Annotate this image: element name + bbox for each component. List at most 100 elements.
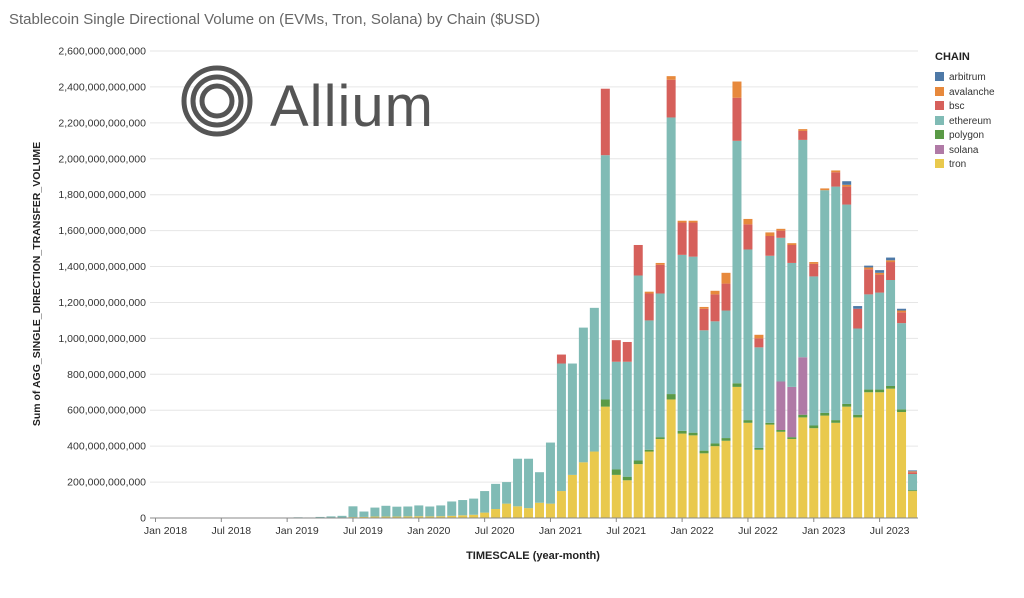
bar-segment-tron[interactable] — [633, 464, 643, 518]
bar-segment-bsc[interactable] — [633, 244, 643, 276]
bar-segment-tron[interactable] — [897, 412, 907, 518]
bar-segment-ethereum[interactable] — [622, 361, 632, 477]
bar-segment-tron[interactable] — [447, 515, 457, 518]
bar-segment-ethereum[interactable] — [502, 482, 512, 504]
bar-segment-bsc[interactable] — [875, 274, 885, 293]
bar-segment-ethereum[interactable] — [348, 506, 358, 518]
bar-segment-polygon[interactable] — [776, 429, 786, 432]
bar-segment-polygon[interactable] — [820, 412, 830, 416]
bar-segment-bsc[interactable] — [787, 244, 797, 263]
bar-segment-avalanche[interactable] — [820, 188, 830, 191]
bar-segment-ethereum[interactable] — [853, 328, 863, 415]
bar-segment-bsc[interactable] — [600, 88, 610, 156]
bar-segment-polygon[interactable] — [798, 414, 808, 418]
bar-segment-ethereum[interactable] — [315, 516, 325, 518]
bar-segment-tron[interactable] — [842, 406, 852, 518]
bar-segment-avalanche[interactable] — [798, 129, 808, 131]
bar-segment-ethereum[interactable] — [425, 506, 435, 517]
bar-segment-polygon[interactable] — [655, 437, 665, 439]
bar-segment-ethereum[interactable] — [491, 483, 501, 510]
bar-segment-tron[interactable] — [776, 431, 786, 518]
bar-segment-bsc[interactable] — [556, 354, 566, 364]
bar-segment-ethereum[interactable] — [589, 307, 599, 452]
bar-segment-polygon[interactable] — [611, 469, 621, 475]
bar-segment-polygon[interactable] — [677, 430, 687, 434]
bar-segment-arbitrum[interactable] — [853, 306, 863, 309]
bar-segment-ethereum[interactable] — [403, 506, 413, 517]
bar-segment-ethereum[interactable] — [787, 262, 797, 387]
bar-segment-tron[interactable] — [589, 451, 599, 518]
bar-segment-tron[interactable] — [578, 462, 588, 518]
bar-segment-tron[interactable] — [677, 433, 687, 518]
bar-segment-arbitrum[interactable] — [886, 257, 896, 261]
bar-segment-tron[interactable] — [502, 503, 512, 518]
bar-segment-polygon[interactable] — [688, 432, 698, 436]
bar-segment-ethereum[interactable] — [842, 204, 852, 404]
bar-segment-ethereum[interactable] — [469, 498, 479, 515]
bar-segment-bsc[interactable] — [688, 222, 698, 257]
bar-segment-tron[interactable] — [403, 516, 413, 518]
bar-segment-tron[interactable] — [567, 474, 577, 518]
bar-segment-ethereum[interactable] — [480, 491, 490, 513]
bar-segment-ethereum[interactable] — [392, 506, 402, 517]
bar-segment-bsc[interactable] — [864, 269, 874, 295]
bar-segment-tron[interactable] — [436, 516, 446, 518]
bar-segment-polygon[interactable] — [644, 449, 654, 452]
bar-segment-bsc[interactable] — [732, 97, 742, 141]
bar-segment-ethereum[interactable] — [798, 139, 808, 358]
bar-segment-ethereum[interactable] — [567, 363, 577, 475]
bar-segment-bsc[interactable] — [721, 283, 731, 311]
bar-segment-ethereum[interactable] — [897, 323, 907, 410]
legend-item-bsc[interactable]: bsc — [935, 101, 965, 113]
bar-segment-bsc[interactable] — [710, 294, 720, 322]
bar-segment-tron[interactable] — [370, 516, 380, 518]
bar-segment-tron[interactable] — [513, 506, 523, 518]
bar-segment-ethereum[interactable] — [600, 155, 610, 400]
bar-segment-ethereum[interactable] — [699, 330, 709, 451]
legend-item-polygon[interactable]: polygon — [935, 130, 984, 142]
bar-segment-bsc[interactable] — [655, 264, 665, 294]
bar-segment-avalanche[interactable] — [699, 306, 709, 309]
bar-segment-bsc[interactable] — [897, 312, 907, 324]
bar-segment-ethereum[interactable] — [436, 505, 446, 517]
bar-segment-polygon[interactable] — [787, 437, 797, 439]
bar-segment-tron[interactable] — [732, 386, 742, 518]
bar-segment-ethereum[interactable] — [644, 320, 654, 450]
bar-segment-bsc[interactable] — [611, 340, 621, 362]
bar-segment-tron[interactable] — [469, 514, 479, 518]
bar-segment-bsc[interactable] — [776, 230, 786, 238]
bar-segment-ethereum[interactable] — [688, 256, 698, 433]
bar-segment-tron[interactable] — [765, 424, 775, 518]
bar-segment-tron[interactable] — [600, 406, 610, 518]
bar-segment-polygon[interactable] — [622, 476, 632, 481]
bar-segment-avalanche[interactable] — [754, 334, 764, 339]
bar-segment-polygon[interactable] — [732, 383, 742, 387]
bar-segment-bsc[interactable] — [699, 308, 709, 331]
bar-segment-avalanche[interactable] — [765, 232, 775, 236]
bar-segment-ethereum[interactable] — [524, 458, 534, 509]
bar-segment-bsc[interactable] — [886, 262, 896, 281]
bar-segment-polygon[interactable] — [831, 420, 841, 423]
bar-segment-polygon[interactable] — [908, 490, 918, 492]
bar-segment-tron[interactable] — [425, 516, 435, 518]
bar-segment-tron[interactable] — [798, 417, 808, 518]
bar-segment-avalanche[interactable] — [831, 170, 841, 173]
bar-segment-solana[interactable] — [776, 381, 786, 430]
bar-segment-tron[interactable] — [886, 388, 896, 518]
bar-segment-ethereum[interactable] — [710, 321, 720, 444]
bar-segment-tron[interactable] — [787, 438, 797, 518]
bar-segment-avalanche[interactable] — [688, 220, 698, 223]
bar-segment-avalanche[interactable] — [721, 272, 731, 284]
bar-segment-bsc[interactable] — [765, 236, 775, 256]
bar-segment-ethereum[interactable] — [556, 363, 566, 492]
bar-segment-ethereum[interactable] — [359, 511, 369, 517]
bar-segment-tron[interactable] — [655, 438, 665, 518]
bar-segment-tron[interactable] — [491, 509, 501, 518]
bar-segment-arbitrum[interactable] — [875, 270, 885, 273]
bar-segment-avalanche[interactable] — [710, 290, 720, 295]
bar-segment-avalanche[interactable] — [732, 81, 742, 98]
bar-segment-polygon[interactable] — [600, 399, 610, 407]
bar-segment-avalanche[interactable] — [897, 310, 907, 313]
bar-segment-bsc[interactable] — [743, 224, 753, 250]
bar-segment-ethereum[interactable] — [809, 276, 819, 426]
